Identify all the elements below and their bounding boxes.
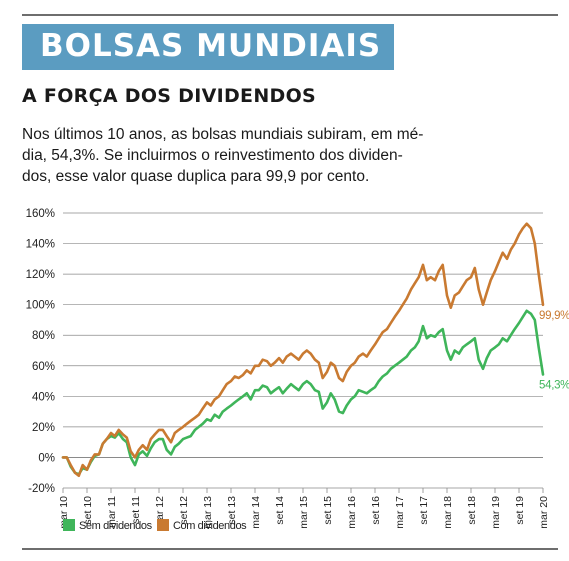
x-tick-label: set 11 bbox=[130, 496, 142, 524]
y-tick-label: 0% bbox=[38, 452, 55, 464]
y-tick-label: 60% bbox=[32, 361, 55, 373]
x-tick-label: mar 14 bbox=[250, 496, 262, 529]
top-rule bbox=[22, 14, 558, 16]
title-banner: BOLSAS MUNDIAIS bbox=[22, 24, 394, 70]
y-tick-label: 20% bbox=[32, 422, 55, 434]
description-text: Nos últimos 10 anos, as bolsas mundiais … bbox=[22, 124, 442, 187]
description-line: dia, 54,3%. Se incluirmos o reinvestimen… bbox=[22, 147, 403, 164]
chart-subtitle: A FORÇA DOS DIVIDENDOS bbox=[22, 85, 317, 107]
end-labels: 54,3% 99,9% bbox=[539, 310, 569, 392]
x-tick-label: set 10 bbox=[82, 496, 94, 525]
y-tick-label: 40% bbox=[32, 391, 55, 403]
x-tick-label: mar 17 bbox=[394, 496, 406, 529]
y-tick-label: 80% bbox=[32, 330, 55, 342]
x-tick-label: set 12 bbox=[178, 496, 190, 525]
bottom-rule bbox=[22, 548, 558, 550]
x-tick-label: mar 11 bbox=[106, 496, 118, 528]
x-tick-label: set 18 bbox=[466, 496, 478, 525]
legend-swatch bbox=[157, 519, 169, 531]
series-lines bbox=[61, 222, 545, 478]
grid-lines bbox=[63, 212, 543, 489]
y-tick-label: 140% bbox=[26, 239, 55, 251]
series-line-com-dividendos bbox=[61, 222, 545, 478]
x-tick-label: mar 13 bbox=[202, 496, 214, 529]
x-tick-label: set 15 bbox=[322, 496, 334, 525]
series-line-sem-dividendos bbox=[61, 309, 545, 476]
y-tick-label: 160% bbox=[26, 208, 55, 220]
legend-label: Com dividendos bbox=[173, 520, 247, 532]
legend-swatch bbox=[63, 519, 75, 531]
x-tick-label: mar 19 bbox=[490, 496, 502, 529]
x-tick-label: mar 15 bbox=[298, 496, 310, 529]
banner-title: BOLSAS MUNDIAIS bbox=[40, 28, 382, 64]
x-tick-label: set 13 bbox=[226, 496, 238, 525]
y-tick-label: -20% bbox=[28, 483, 55, 495]
x-tick-label: set 17 bbox=[418, 496, 430, 525]
line-chart: -20% 0% 20% 40% 60% 80% 100% 120% 140% 160% mar 1… bbox=[26, 208, 569, 532]
x-tick-label: set 14 bbox=[274, 496, 286, 525]
description-line: Nos últimos 10 anos, as bolsas mundiais … bbox=[22, 126, 424, 143]
series-end-label: 99,9% bbox=[539, 310, 569, 322]
x-tick-label: mar 20 bbox=[538, 496, 550, 529]
y-tick-label: 120% bbox=[26, 269, 55, 281]
legend-label: Sem dividendos bbox=[79, 520, 153, 532]
legend: Sem dividendos Com dividendos bbox=[63, 519, 248, 532]
series-end-label: 54,3% bbox=[539, 379, 569, 391]
x-tick-label: mar 18 bbox=[442, 496, 454, 529]
y-tick-label: 100% bbox=[26, 300, 55, 312]
x-axis-ticks bbox=[62, 488, 544, 493]
y-axis-labels: -20% 0% 20% 40% 60% 80% 100% 120% 140% 160% bbox=[26, 208, 55, 495]
x-tick-label: set 19 bbox=[514, 496, 526, 525]
x-tick-label: set 16 bbox=[370, 496, 382, 525]
description-line: dos, esse valor quase duplica para 99,9 … bbox=[22, 168, 370, 185]
x-tick-label: mar 16 bbox=[346, 496, 358, 529]
